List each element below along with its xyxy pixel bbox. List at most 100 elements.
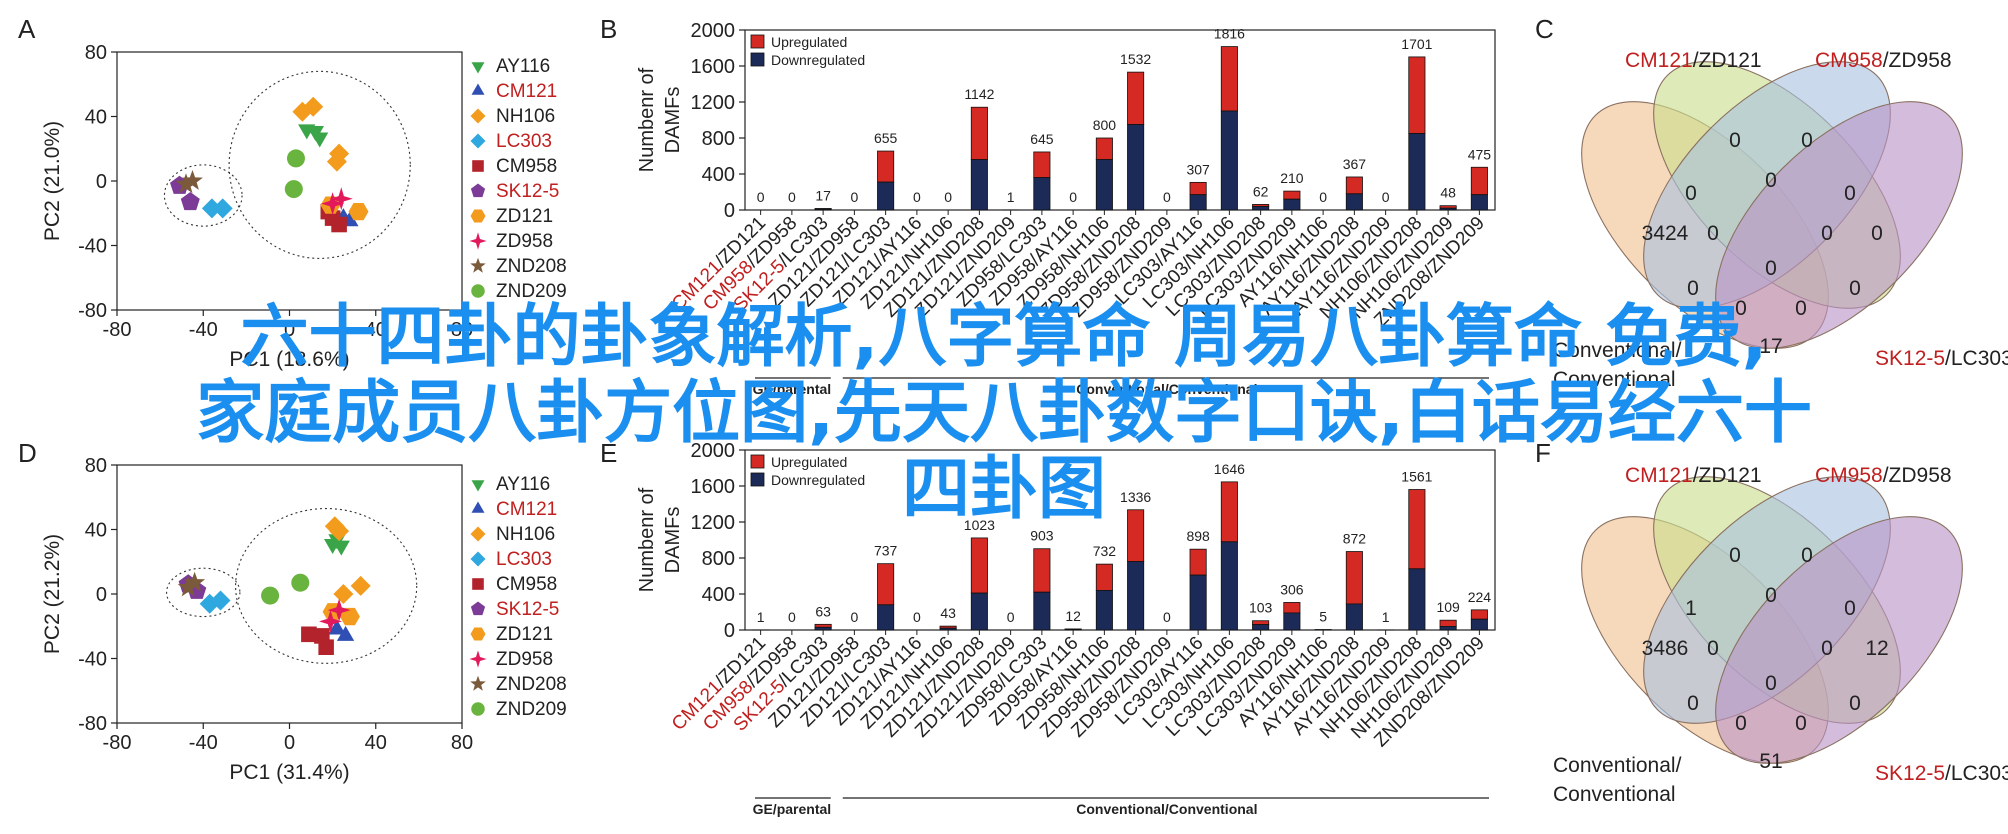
group-label-ge: GE/parental (753, 381, 832, 397)
bar-value-label: 0 (1163, 609, 1171, 625)
venn-count: 0 (1707, 222, 1719, 245)
group-label-ge: GE/parental (753, 801, 832, 817)
venn-set-label: SK12-5/LC303 (1875, 347, 2008, 370)
scatter-point-znd209 (286, 149, 305, 168)
venn-set-label: CM958/ZD958 (1815, 464, 1952, 487)
legend-marker-zd121 (470, 627, 486, 641)
cluster-ellipse (235, 507, 418, 664)
bar-upregulated (1220, 46, 1238, 112)
bar-downregulated (877, 604, 895, 631)
legend-marker-cm958 (472, 160, 484, 172)
bar-value-label: 0 (1069, 189, 1077, 205)
bar-value-label: 17 (815, 187, 831, 203)
bar-value-label: 0 (1163, 189, 1171, 205)
legend-label-zd121: ZD121 (496, 206, 553, 227)
y-tick-label: 400 (702, 164, 735, 186)
bar-downregulated (814, 208, 832, 211)
bar-upregulated (1189, 548, 1207, 576)
y-axis-label-group: Numbenr of DAMFs (636, 67, 684, 172)
y-tick-label: 1200 (691, 512, 736, 534)
legend-marker-sk12-5 (470, 183, 486, 198)
venn-count: 0 (1765, 257, 1777, 280)
cluster-ellipse (163, 164, 243, 227)
legend-label-znd209: ZND209 (496, 699, 567, 720)
bar-upregulated (1283, 190, 1301, 200)
legend-label-cm121: CM121 (496, 499, 557, 520)
venn-count: 0 (1821, 222, 1833, 245)
legend-marker-zd121 (470, 209, 486, 223)
venn-count: 0 (1795, 712, 1807, 735)
bar-value-label: 1646 (1214, 461, 1245, 477)
x-tick-label: 0 (284, 319, 295, 341)
bar-value-label: 1532 (1120, 51, 1151, 67)
legend-swatch-downregulated (750, 472, 765, 487)
venn-count: 0 (1795, 297, 1807, 320)
bar-value-label: 737 (874, 543, 898, 559)
bar-downregulated (1345, 193, 1363, 211)
bar-downregulated (877, 181, 895, 211)
bar-value-label: 0 (1319, 189, 1327, 205)
venn-count: 0 (1687, 277, 1699, 300)
bar-upregulated (877, 563, 895, 606)
bar-upregulated (877, 150, 895, 183)
legend-swatch-upregulated (750, 454, 765, 469)
bar-value-label: 645 (1030, 131, 1054, 147)
scatter-point-cm958 (324, 210, 341, 226)
scatter-point-nh106 (350, 575, 371, 596)
bar-value-label: 1 (1382, 609, 1390, 625)
plot-frame-a (116, 51, 463, 311)
bar-downregulated (1470, 618, 1488, 631)
venn-count: 3486 (1642, 637, 1689, 660)
y-tick-label: 2000 (691, 20, 736, 42)
y-tick-label: -80 (78, 300, 107, 322)
y-axis-label-group: Numbenr of DAMFs (636, 487, 684, 592)
bar-upregulated (1470, 166, 1488, 196)
bar-upregulated (1033, 548, 1051, 593)
venn-count: 51 (1759, 750, 1782, 773)
bar-downregulated (814, 626, 832, 631)
venn-set-label: CM958/ZD958 (1815, 49, 1952, 72)
scatter-point-nh106 (303, 96, 324, 117)
legend-marker-zd958 (469, 650, 487, 668)
legend-label-cm958: CM958 (496, 574, 557, 595)
venn-set-label: SK12-5/LC303 (1875, 762, 2008, 785)
y-tick-label: -80 (78, 713, 107, 735)
scatter-point-ay116 (311, 132, 329, 148)
venn-count: 0 (1849, 692, 1861, 715)
venn-count: 12 (1865, 637, 1888, 660)
bar-value-label: 1701 (1401, 36, 1432, 52)
bar-value-label: 1 (757, 609, 765, 625)
legend-label-ay116: AY116 (496, 56, 550, 77)
legend-label-cm121: CM121 (496, 81, 557, 102)
bar-value-label: 0 (944, 189, 952, 205)
bar-upregulated (1345, 176, 1363, 195)
bar-downregulated (939, 627, 957, 631)
scatter-point-zd121 (348, 203, 369, 221)
venn-set-label-conventional: Conventional/ (1553, 754, 1682, 777)
bar-value-label: 1142 (964, 86, 994, 102)
bar-value-label: 0 (913, 609, 921, 625)
legend-swatch-downregulated (750, 52, 765, 67)
legend-marker-lc303 (470, 551, 486, 567)
legend-label-znd208: ZND208 (496, 256, 567, 277)
bar-value-label: 903 (1030, 528, 1054, 544)
venn-count: 0 (1871, 222, 1883, 245)
legend-label-ay116: AY116 (496, 474, 550, 495)
legend-label-zd958: ZD958 (496, 231, 553, 252)
bar-upregulated (1470, 609, 1488, 620)
x-tick-label: 80 (451, 732, 473, 754)
legend-marker-sk12-5 (470, 601, 486, 616)
y-tick-label: 0 (724, 620, 735, 642)
venn-count: 0 (1687, 692, 1699, 715)
bar-downregulated (1127, 124, 1145, 211)
scatter-point-znd208 (177, 576, 199, 597)
x-tick-label: 40 (365, 319, 387, 341)
scatter-point-lc303 (201, 198, 222, 219)
legend-marker-znd208 (470, 257, 486, 273)
legend-label-cm958: CM958 (496, 156, 557, 177)
legend-label-znd208: ZND208 (496, 674, 567, 695)
scatter-point-znd208 (182, 170, 203, 190)
venn-set-label-conventional: Conventional (1553, 783, 1676, 806)
bar-upregulated (1408, 489, 1426, 570)
bar-downregulated (1127, 561, 1145, 631)
